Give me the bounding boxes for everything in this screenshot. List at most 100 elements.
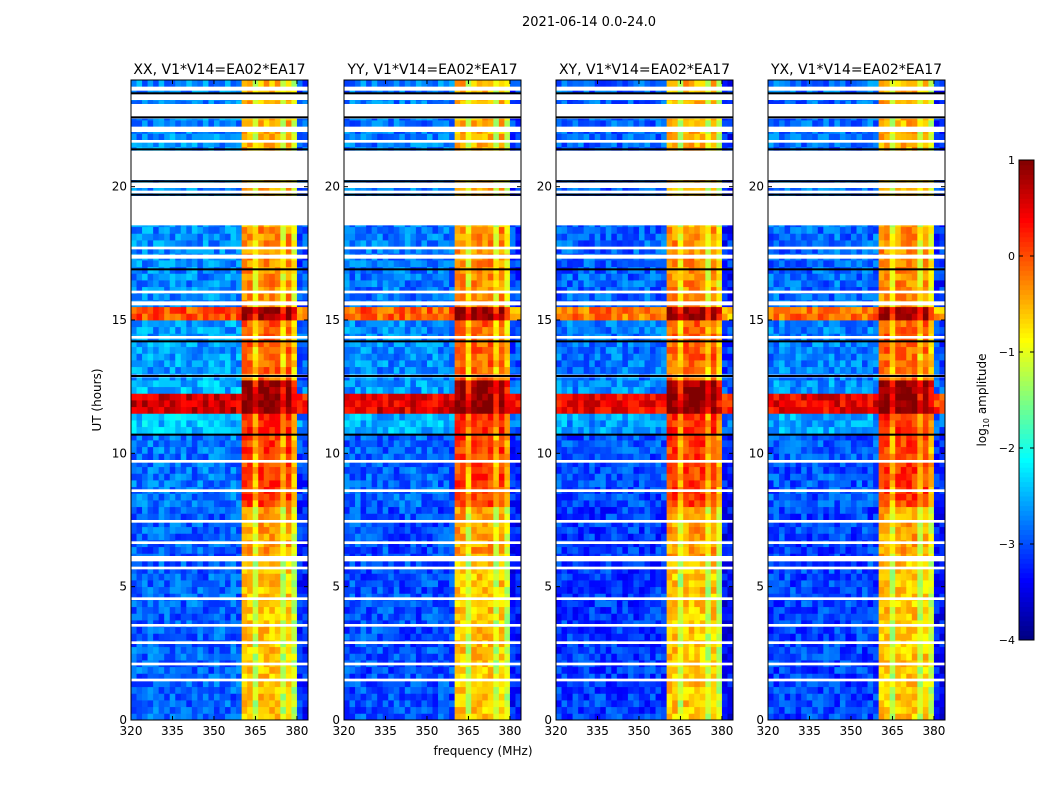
heatmap-cell bbox=[252, 100, 259, 108]
heatmap-cell bbox=[191, 360, 198, 368]
heatmap-cell bbox=[454, 420, 461, 428]
heatmap-cell bbox=[382, 580, 389, 588]
heatmap-cell bbox=[476, 520, 483, 528]
heatmap-cell bbox=[186, 280, 193, 288]
heatmap-cell bbox=[449, 620, 456, 628]
heatmap-cell bbox=[219, 100, 226, 108]
heatmap-cell bbox=[280, 226, 287, 234]
heatmap-cell bbox=[388, 666, 395, 674]
heatmap-cell bbox=[415, 626, 422, 634]
heatmap-cell bbox=[191, 226, 198, 234]
heatmap-cell bbox=[515, 520, 522, 528]
heatmap-cell bbox=[438, 360, 444, 368]
heatmap-cell bbox=[186, 233, 193, 241]
heatmap-cell bbox=[164, 573, 171, 581]
flagged-band bbox=[131, 541, 308, 544]
heatmap-cell bbox=[247, 380, 254, 388]
heatmap-cell bbox=[263, 613, 270, 621]
heatmap-cell bbox=[230, 533, 237, 541]
heatmap-cell bbox=[280, 466, 287, 474]
heatmap-cell bbox=[269, 280, 276, 288]
heatmap-cell bbox=[180, 446, 187, 454]
heatmap-cell bbox=[280, 420, 287, 428]
heatmap-cell bbox=[471, 506, 478, 514]
heatmap-cell bbox=[349, 413, 356, 421]
heatmap-cell bbox=[482, 433, 489, 441]
heatmap-cell bbox=[460, 580, 467, 588]
heatmap-cell bbox=[355, 513, 361, 521]
heatmap-cell bbox=[366, 713, 373, 721]
heatmap-cell bbox=[426, 433, 433, 441]
heatmap-cell bbox=[432, 693, 439, 701]
heatmap-cell bbox=[219, 560, 226, 568]
heatmap-cell bbox=[382, 493, 389, 501]
heatmap-cell bbox=[404, 580, 411, 588]
heatmap-cell bbox=[186, 393, 193, 401]
heatmap-cell bbox=[296, 353, 303, 361]
heatmap-cell bbox=[415, 473, 422, 481]
heatmap-cell bbox=[344, 426, 350, 434]
heatmap-cell bbox=[202, 693, 209, 701]
heatmap-cell bbox=[410, 693, 417, 701]
heatmap-cell bbox=[291, 346, 298, 354]
heatmap-cell bbox=[274, 606, 281, 614]
heatmap-cell bbox=[213, 500, 220, 508]
heatmap-cell bbox=[142, 260, 148, 268]
heatmap-cell bbox=[219, 280, 226, 288]
heatmap-cell bbox=[142, 506, 148, 514]
heatmap-cell bbox=[252, 493, 259, 501]
heatmap-cell bbox=[236, 400, 243, 408]
heatmap-cell bbox=[236, 406, 243, 414]
heatmap-cell bbox=[252, 400, 259, 408]
heatmap-cell bbox=[274, 620, 281, 628]
heatmap-cell bbox=[191, 666, 198, 674]
heatmap-cell bbox=[285, 273, 292, 281]
heatmap-cell bbox=[509, 646, 516, 654]
heatmap-cell bbox=[471, 520, 478, 528]
heatmap-cell bbox=[465, 706, 472, 714]
heatmap-cell bbox=[393, 546, 400, 554]
heatmap-cell bbox=[302, 140, 309, 148]
heatmap-cell bbox=[415, 666, 422, 674]
heatmap-cell bbox=[302, 693, 309, 701]
heatmap-cell bbox=[515, 473, 522, 481]
heatmap-cell bbox=[269, 626, 276, 634]
heatmap-cell bbox=[208, 240, 215, 248]
heatmap-cell bbox=[225, 546, 231, 554]
heatmap-cell bbox=[219, 186, 226, 194]
heatmap-cell bbox=[487, 420, 494, 428]
heatmap-cell bbox=[147, 140, 154, 148]
heatmap-cell bbox=[296, 140, 303, 148]
heatmap-cell bbox=[432, 566, 439, 574]
heatmap-cell bbox=[438, 480, 444, 488]
heatmap-cell bbox=[498, 593, 505, 601]
heatmap-cell bbox=[169, 600, 176, 608]
heatmap-cell bbox=[274, 653, 281, 661]
heatmap-cell bbox=[136, 400, 143, 408]
heatmap-cell bbox=[269, 526, 276, 534]
heatmap-cell bbox=[263, 526, 270, 534]
heatmap-cell bbox=[388, 340, 395, 348]
heatmap-cell bbox=[131, 133, 137, 141]
heatmap-cell bbox=[158, 673, 165, 681]
heatmap-cell bbox=[164, 413, 171, 421]
heatmap-cell bbox=[388, 593, 395, 601]
heatmap-cell bbox=[388, 713, 395, 721]
heatmap-cell bbox=[366, 626, 373, 634]
heatmap-cell bbox=[454, 713, 461, 721]
heatmap-cell bbox=[404, 633, 411, 641]
heatmap-cell bbox=[498, 573, 505, 581]
heatmap-cell bbox=[230, 446, 237, 454]
heatmap-cell bbox=[197, 653, 204, 661]
heatmap-cell bbox=[202, 713, 209, 721]
heatmap-cell bbox=[191, 233, 198, 241]
heatmap-cell bbox=[219, 306, 226, 314]
heatmap-cell bbox=[498, 566, 505, 574]
heatmap-cell bbox=[355, 466, 361, 474]
heatmap-cell bbox=[487, 586, 494, 594]
heatmap-cell bbox=[498, 400, 505, 408]
heatmap-cell bbox=[465, 360, 472, 368]
heatmap-cell bbox=[258, 340, 265, 348]
heatmap-cell bbox=[426, 653, 433, 661]
